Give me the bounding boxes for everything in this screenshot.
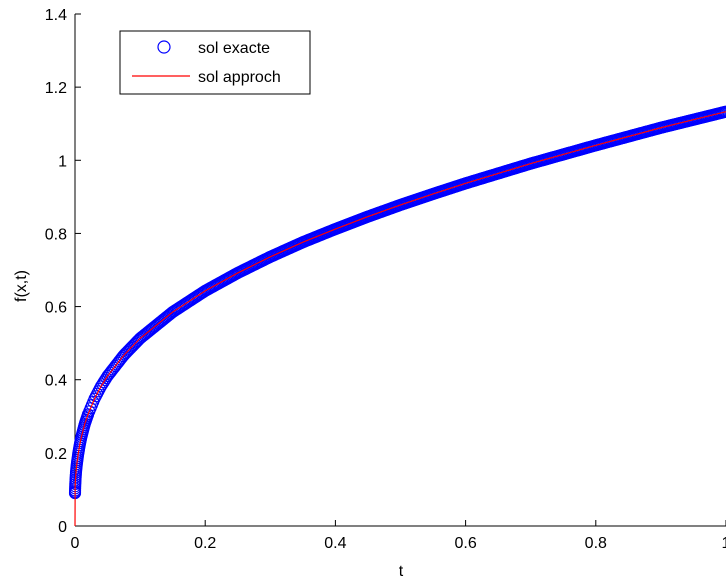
x-tick-label: 0.4 xyxy=(324,535,346,552)
sol-approch-line xyxy=(74,111,726,527)
axes-group: 0 0.2 0.4 0.6 0.8 1 0 0.2 0.4 0.6 0.8 1 1.2 1.4 xyxy=(45,7,726,552)
x-tick-label: 0.8 xyxy=(585,535,607,552)
y-tick-label: 0.6 xyxy=(45,300,67,317)
y-tick-label: 0.8 xyxy=(45,226,67,243)
y-tick-label: 0 xyxy=(58,519,67,536)
y-axis-label: f(x,t) xyxy=(13,270,30,302)
legend-box xyxy=(119,30,311,95)
x-tick-label: 0 xyxy=(71,535,80,552)
legend: sol exacte sol approch xyxy=(119,30,311,95)
x-tick-label: 0.2 xyxy=(194,535,216,552)
y-tick-label: 1 xyxy=(58,153,67,170)
marker-layer xyxy=(68,105,726,500)
sol-exacte-point xyxy=(719,105,726,118)
legend-label-sol-approch: sol approch xyxy=(198,69,281,86)
y-tick-label: 0.4 xyxy=(45,373,67,390)
x-tick-label: 1 xyxy=(722,535,726,552)
legend-marker-sol-exacte xyxy=(157,40,171,54)
legend-label-sol-exacte: sol exacte xyxy=(198,40,270,57)
y-tick-label: 0.2 xyxy=(45,446,67,463)
line-layer xyxy=(74,111,726,527)
x-tick-label: 0.6 xyxy=(454,535,476,552)
x-axis-label: t xyxy=(399,563,404,579)
y-tick-label: 1.2 xyxy=(45,80,67,97)
y-tick-label: 1.4 xyxy=(45,7,67,24)
